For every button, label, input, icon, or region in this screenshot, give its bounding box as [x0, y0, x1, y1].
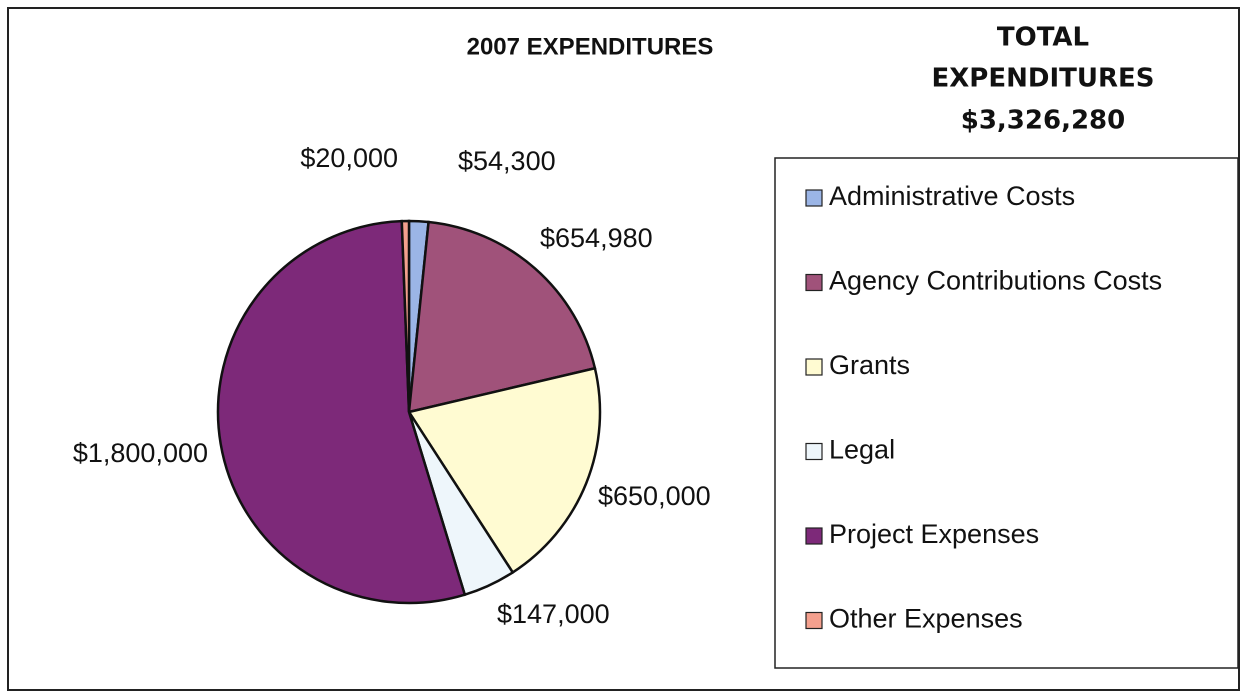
legend-swatch — [805, 611, 823, 630]
legend-label: Other Expenses — [829, 604, 1023, 634]
pie-slice — [400, 219, 411, 413]
pie-slice — [406, 366, 602, 575]
legend-label: Grants — [829, 350, 910, 380]
data-label: $54,300 — [458, 146, 556, 176]
pie-slice — [216, 219, 467, 605]
legend-label: Project Expenses — [829, 519, 1039, 549]
legend-swatch — [805, 273, 823, 292]
legend-label: Legal — [829, 435, 895, 465]
data-label: $20,000 — [300, 143, 398, 173]
data-label: $1,800,000 — [73, 438, 208, 468]
legend-label: Agency Contributions Costs — [829, 266, 1162, 296]
annotation: $3,326,280 — [961, 106, 1125, 136]
data-label: $147,000 — [497, 599, 610, 629]
data-label: $654,980 — [540, 223, 653, 253]
legend-swatch — [805, 527, 823, 545]
chart-title: 2007 EXPENDITURES — [467, 33, 714, 60]
legend-box — [774, 157, 1239, 669]
legend-label: Administrative Costs — [829, 181, 1075, 211]
legend-swatch — [805, 442, 823, 461]
annotation: TOTAL — [997, 23, 1089, 53]
legend-swatch — [805, 358, 823, 376]
data-label: $650,000 — [598, 481, 711, 511]
annotation: EXPENDITURES — [932, 64, 1155, 94]
pie-slice — [407, 220, 597, 414]
legend-swatch — [805, 189, 823, 207]
